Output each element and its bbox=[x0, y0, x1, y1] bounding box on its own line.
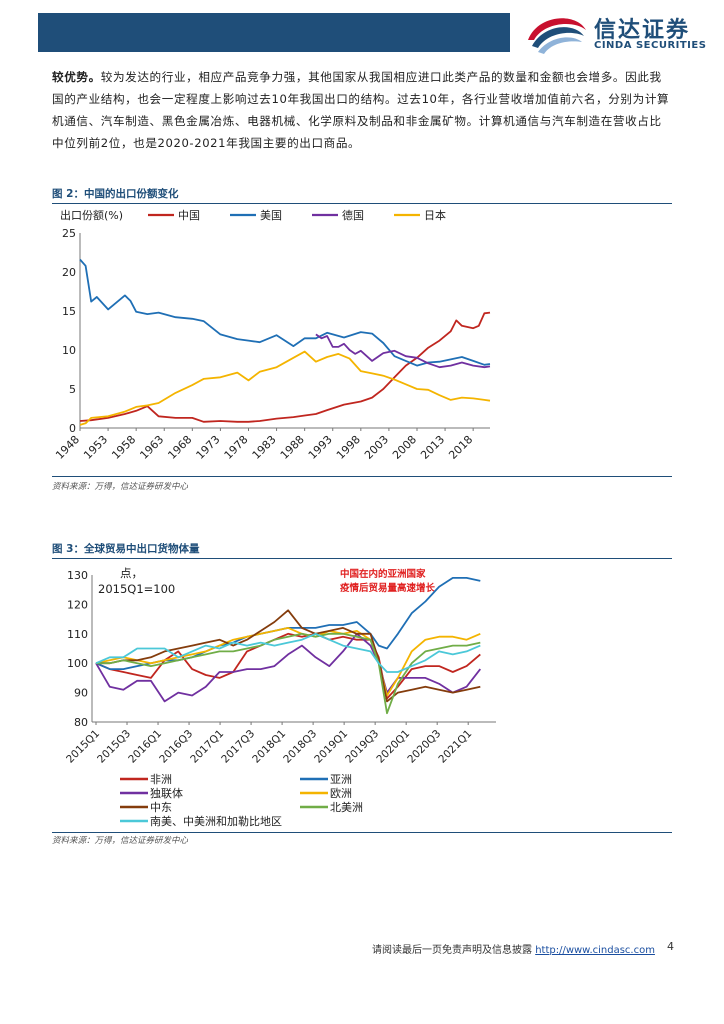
x-tick-label: 2018Q1 bbox=[250, 728, 288, 766]
y-tick-label: 120 bbox=[67, 598, 88, 611]
figure3-bottom-rule bbox=[52, 832, 672, 833]
y-tick-label: 0 bbox=[69, 422, 76, 435]
legend-label: 中东 bbox=[150, 801, 172, 814]
legend-label: 日本 bbox=[424, 208, 446, 222]
x-tick-label: 2019Q1 bbox=[312, 728, 350, 766]
y-tick-label: 130 bbox=[67, 569, 88, 582]
x-tick-label: 1953 bbox=[81, 433, 110, 462]
x-tick-label: 2013 bbox=[418, 433, 447, 462]
legend-label: 欧洲 bbox=[330, 787, 352, 800]
x-tick-label: 1988 bbox=[278, 433, 307, 462]
x-tick-label: 2021Q1 bbox=[436, 728, 474, 766]
x-tick-label: 2018 bbox=[446, 433, 475, 462]
figure3-source: 资料来源：万得，信达证券研发中心 bbox=[52, 836, 189, 846]
x-tick-label: 1958 bbox=[109, 433, 138, 462]
series-line-2 bbox=[95, 632, 482, 703]
y-tick-label: 110 bbox=[67, 628, 88, 641]
x-tick-label: 2020Q1 bbox=[374, 728, 412, 766]
y-tick-label: 25 bbox=[62, 227, 76, 240]
annotation-text: 疫情后贸易量高速增长 bbox=[340, 582, 436, 594]
series-line-0 bbox=[79, 311, 491, 423]
annotation-text: 中国在内的亚洲国家 bbox=[340, 568, 426, 580]
figure2-top-rule bbox=[52, 203, 672, 204]
x-tick-label: 2016Q3 bbox=[157, 728, 195, 766]
y-tick-label: 10 bbox=[62, 344, 76, 357]
x-tick-label: 2015Q1 bbox=[64, 728, 102, 766]
page-number: 4 bbox=[667, 940, 674, 953]
x-tick-label: 2003 bbox=[362, 433, 391, 462]
y-tick-label: 20 bbox=[62, 266, 76, 279]
series-line-6 bbox=[95, 632, 481, 673]
x-tick-label: 1968 bbox=[165, 433, 194, 462]
x-tick-label: 1993 bbox=[306, 433, 335, 462]
x-tick-label: 2019Q3 bbox=[343, 728, 381, 766]
y-tick-label: 100 bbox=[67, 657, 88, 670]
figure3-chart: 80 90 100 110 120 130 2015Q12015Q32016Q12016Q3… bbox=[64, 566, 496, 828]
series-line-3 bbox=[95, 627, 481, 697]
y-axis-title: 出口份额(%) bbox=[60, 208, 123, 222]
y-axis-title-line1: 点， bbox=[120, 566, 143, 580]
x-tick-label: 1978 bbox=[222, 433, 251, 462]
legend-label: 美国 bbox=[260, 209, 282, 222]
series-line-2 bbox=[315, 333, 491, 369]
x-tick-label: 1948 bbox=[53, 433, 82, 462]
footer-note-text: 请阅读最后一页免责声明及信息披露 bbox=[372, 945, 536, 956]
x-tick-label: 2017Q1 bbox=[188, 728, 226, 766]
figure3-top-rule bbox=[52, 558, 672, 559]
x-tick-label: 1983 bbox=[250, 433, 279, 462]
logo-chinese-text: 信达证券 bbox=[594, 18, 691, 43]
logo-english-text: CINDA SECURITIES bbox=[594, 40, 707, 51]
x-tick-label: 2015Q3 bbox=[95, 728, 133, 766]
footer-disclaimer: 请阅读最后一页免责声明及信息披露 http://www.cindasc.com bbox=[372, 941, 655, 956]
x-tick-label: 1963 bbox=[137, 433, 166, 462]
x-tick-label: 1973 bbox=[194, 433, 223, 462]
series-line-1 bbox=[79, 258, 491, 367]
series-line-5 bbox=[96, 632, 481, 715]
x-tick-label: 2018Q3 bbox=[281, 728, 319, 766]
figure2-source: 资料来源：万得，信达证券研发中心 bbox=[52, 482, 189, 492]
paragraph-lead: 较优势。 bbox=[52, 70, 101, 84]
legend-label: 南美、中美洲和加勒比地区 bbox=[150, 815, 282, 828]
legend-label: 独联体 bbox=[150, 786, 183, 800]
header-bar bbox=[38, 13, 510, 52]
figure3-title: 图 3：全球贸易中出口货物体量 bbox=[52, 543, 200, 555]
company-logo: 信达证券 CINDA SECURITIES bbox=[524, 10, 707, 58]
y-axis-title-line2: 2015Q1=100 bbox=[98, 582, 175, 596]
paragraph-body: 较为发达的行业，相应产品竞争力强，其他国家从我国相应进口此类产品的数量和金额也会… bbox=[52, 70, 670, 150]
series-line-4 bbox=[96, 609, 481, 703]
footer-website-link[interactable]: http://www.cindasc.com bbox=[535, 945, 655, 956]
x-tick-label: 1998 bbox=[334, 433, 363, 462]
legend-label: 德国 bbox=[342, 208, 364, 222]
figure2-title: 图 2：中国的出口份额变化 bbox=[52, 188, 179, 200]
x-tick-label: 2020Q3 bbox=[405, 728, 443, 766]
x-tick-label: 2016Q1 bbox=[126, 728, 164, 766]
y-tick-label: 15 bbox=[62, 305, 76, 318]
body-paragraph: 较优势。较为发达的行业，相应产品竞争力强，其他国家从我国相应进口此类产品的数量和… bbox=[52, 66, 672, 154]
x-tick-label: 2008 bbox=[390, 433, 419, 462]
legend-label: 北美洲 bbox=[330, 801, 363, 814]
x-tick-label: 2017Q3 bbox=[219, 728, 257, 766]
y-tick-label: 90 bbox=[74, 687, 88, 700]
legend-label: 中国 bbox=[178, 209, 200, 222]
legend-label: 亚洲 bbox=[330, 773, 352, 786]
logo-mark-icon bbox=[528, 18, 586, 54]
series-line-3 bbox=[79, 350, 491, 426]
legend-label: 非洲 bbox=[150, 773, 172, 786]
y-tick-label: 5 bbox=[69, 383, 76, 396]
figure2-bottom-rule bbox=[52, 476, 672, 477]
y-tick-label: 80 bbox=[74, 716, 88, 729]
